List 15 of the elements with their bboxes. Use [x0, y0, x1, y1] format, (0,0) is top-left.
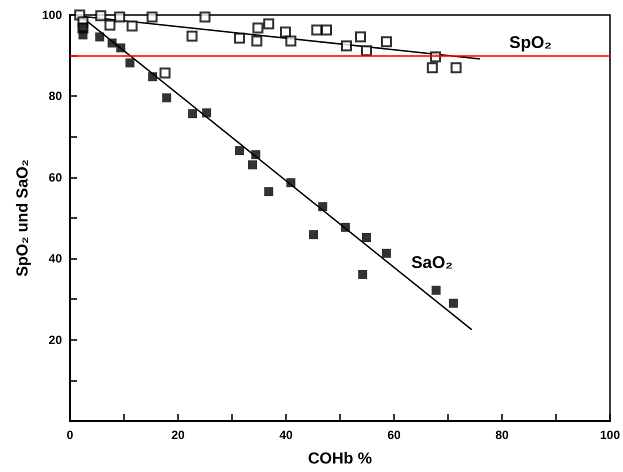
series-label: SaO₂: [411, 253, 453, 272]
x-tick-label: 20: [171, 428, 185, 442]
y-tick-label: 80: [48, 89, 62, 104]
y-axis-title: SpO₂ und SaO₂: [14, 159, 32, 277]
x-tick-label: 100: [600, 428, 620, 442]
y-tick-label: 100: [42, 8, 62, 22]
y-tick-label: 40: [48, 252, 62, 266]
x-tick-label: 80: [495, 428, 509, 442]
x-tick-label: 40: [279, 428, 293, 442]
y-tick-label: 60: [48, 170, 62, 184]
y-tick-label: 20: [48, 332, 62, 347]
text: SpO₂: [509, 32, 552, 52]
x-axis-title: COHb %: [308, 450, 372, 468]
x-tick-label: 60: [387, 428, 401, 442]
x-tick-label: 0: [66, 428, 74, 442]
